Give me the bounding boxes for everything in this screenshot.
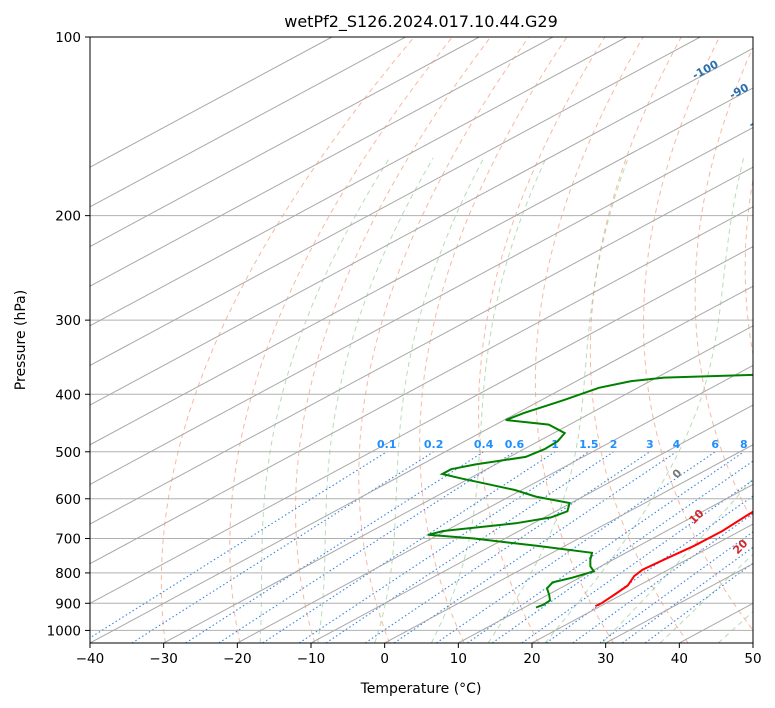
isotherm-line [384,444,753,643]
isotherm-line [90,285,753,643]
dry-adiabats [160,37,753,643]
dry-adiabat-line [694,46,753,524]
mixing-ratio-label: 0.4 [474,438,494,451]
y-axis-label: Pressure (hPa) [13,290,29,390]
y-axis-ticks: 100 200 300 400 500 600 700 800 900 1000 [47,30,90,639]
mixing-ratio-label: 3 [646,438,654,451]
y-tick-label: 300 [55,313,81,329]
isotherm-line [90,47,753,406]
y-tick-label: 600 [55,492,81,508]
chart-title: wetPf2_S126.2024.017.10.44.G29 [284,12,558,32]
y-tick-label: 400 [55,387,81,403]
y-tick-label: 500 [55,445,81,461]
x-axis-label: Temperature (°C) [360,681,482,697]
isotherms [90,37,753,643]
temperature-profile-line [594,510,753,608]
y-tick-label: 800 [55,566,81,582]
mixing-ratio-label: 8 [740,438,748,451]
mixing-ratio-label: 0.1 [377,438,397,451]
mixing-ratio-line [622,546,753,643]
x-tick-label: −10 [297,651,326,667]
isotherm-line [458,483,753,643]
isotherm-line [237,364,753,643]
moist-adiabat-line [544,157,745,643]
isotherm-line [90,37,333,168]
mixing-ratio-line [521,479,753,643]
x-tick-label: 30 [597,651,614,667]
dry-adiabat-line [478,37,606,643]
mixing-ratio-line [325,451,614,643]
mixing-ratio-label: 2 [610,438,618,451]
mixing-ratio-line [185,451,484,643]
mixing-ratio-line [599,531,753,643]
dry-adiabat-line [642,37,753,631]
isotherm-line [90,37,701,367]
y-tick-label: 200 [55,209,81,225]
mixing-ratio-line [572,512,753,643]
y-tick-label: 900 [55,596,81,612]
mixing-ratio-label: 1 [551,438,559,451]
mixing-ratio-label: 0.6 [505,438,525,451]
moist-adiabat-line [430,157,547,643]
y-tick-label: 1000 [47,623,81,639]
dry-adiabat-line [744,176,753,357]
moist-adiabat-line [374,157,485,643]
isotherm-line [90,37,406,208]
y-tick-label: 700 [55,532,81,548]
isotherm-line [531,523,753,643]
moist-adiabat-line [259,157,390,643]
y-tick-label: 100 [55,30,81,46]
isotherm-line [90,37,627,327]
dry-adiabat-line [160,37,415,643]
dry-adiabat-line [534,37,644,643]
x-tick-label: 50 [744,651,761,667]
pressure-gridlines [90,37,753,631]
mixing-ratio-line [90,451,388,639]
isotherm-label: -80 [747,110,771,131]
isotherm-line [90,126,753,485]
mixing-ratio-line [545,495,753,643]
dry-adiabat-line [419,37,568,643]
isotherm-line [90,245,753,604]
isotherm-line [90,87,753,446]
dewpoint-profile-line [427,373,753,609]
isotherm-line [90,166,753,525]
x-tick-label: 10 [450,651,467,667]
mixing-ratio-label: 4 [673,438,681,451]
plot-area: -100-90-80-70-60-50-40-30-20-100.10.20.4… [90,37,771,643]
plot-frame [89,36,754,644]
moist-adiabat-line [317,157,434,643]
isotherm-line [163,325,753,643]
x-tick-label: 20 [523,651,540,667]
x-tick-label: −30 [149,651,178,667]
x-axis-ticks: −40 −30 −20 −10 0 10 20 30 40 50 [76,643,762,667]
isotherm-line [90,206,753,565]
x-tick-label: −40 [76,651,105,667]
dry-adiabat-line [358,37,530,643]
dry-adiabat-line [589,37,689,643]
x-tick-label: 0 [380,651,389,667]
mixing-ratio-label: 0.2 [424,438,444,451]
dry-adiabat-line [295,37,491,643]
profiles [427,373,753,609]
dry-adiabat-line [229,37,453,643]
line-labels: -100-90-80-70-60-50-40-30-20-100.10.20.4… [377,58,771,557]
x-tick-label: 40 [671,651,688,667]
mixing-ratio-label: 6 [711,438,719,451]
isotherm-line [90,37,480,248]
x-tick-label: −20 [223,651,252,667]
moist-adiabat-line [487,157,629,643]
isotherm-line [90,37,554,287]
mixing-ratio-line [436,451,716,643]
mixing-ratio-label: 1.5 [579,438,599,451]
